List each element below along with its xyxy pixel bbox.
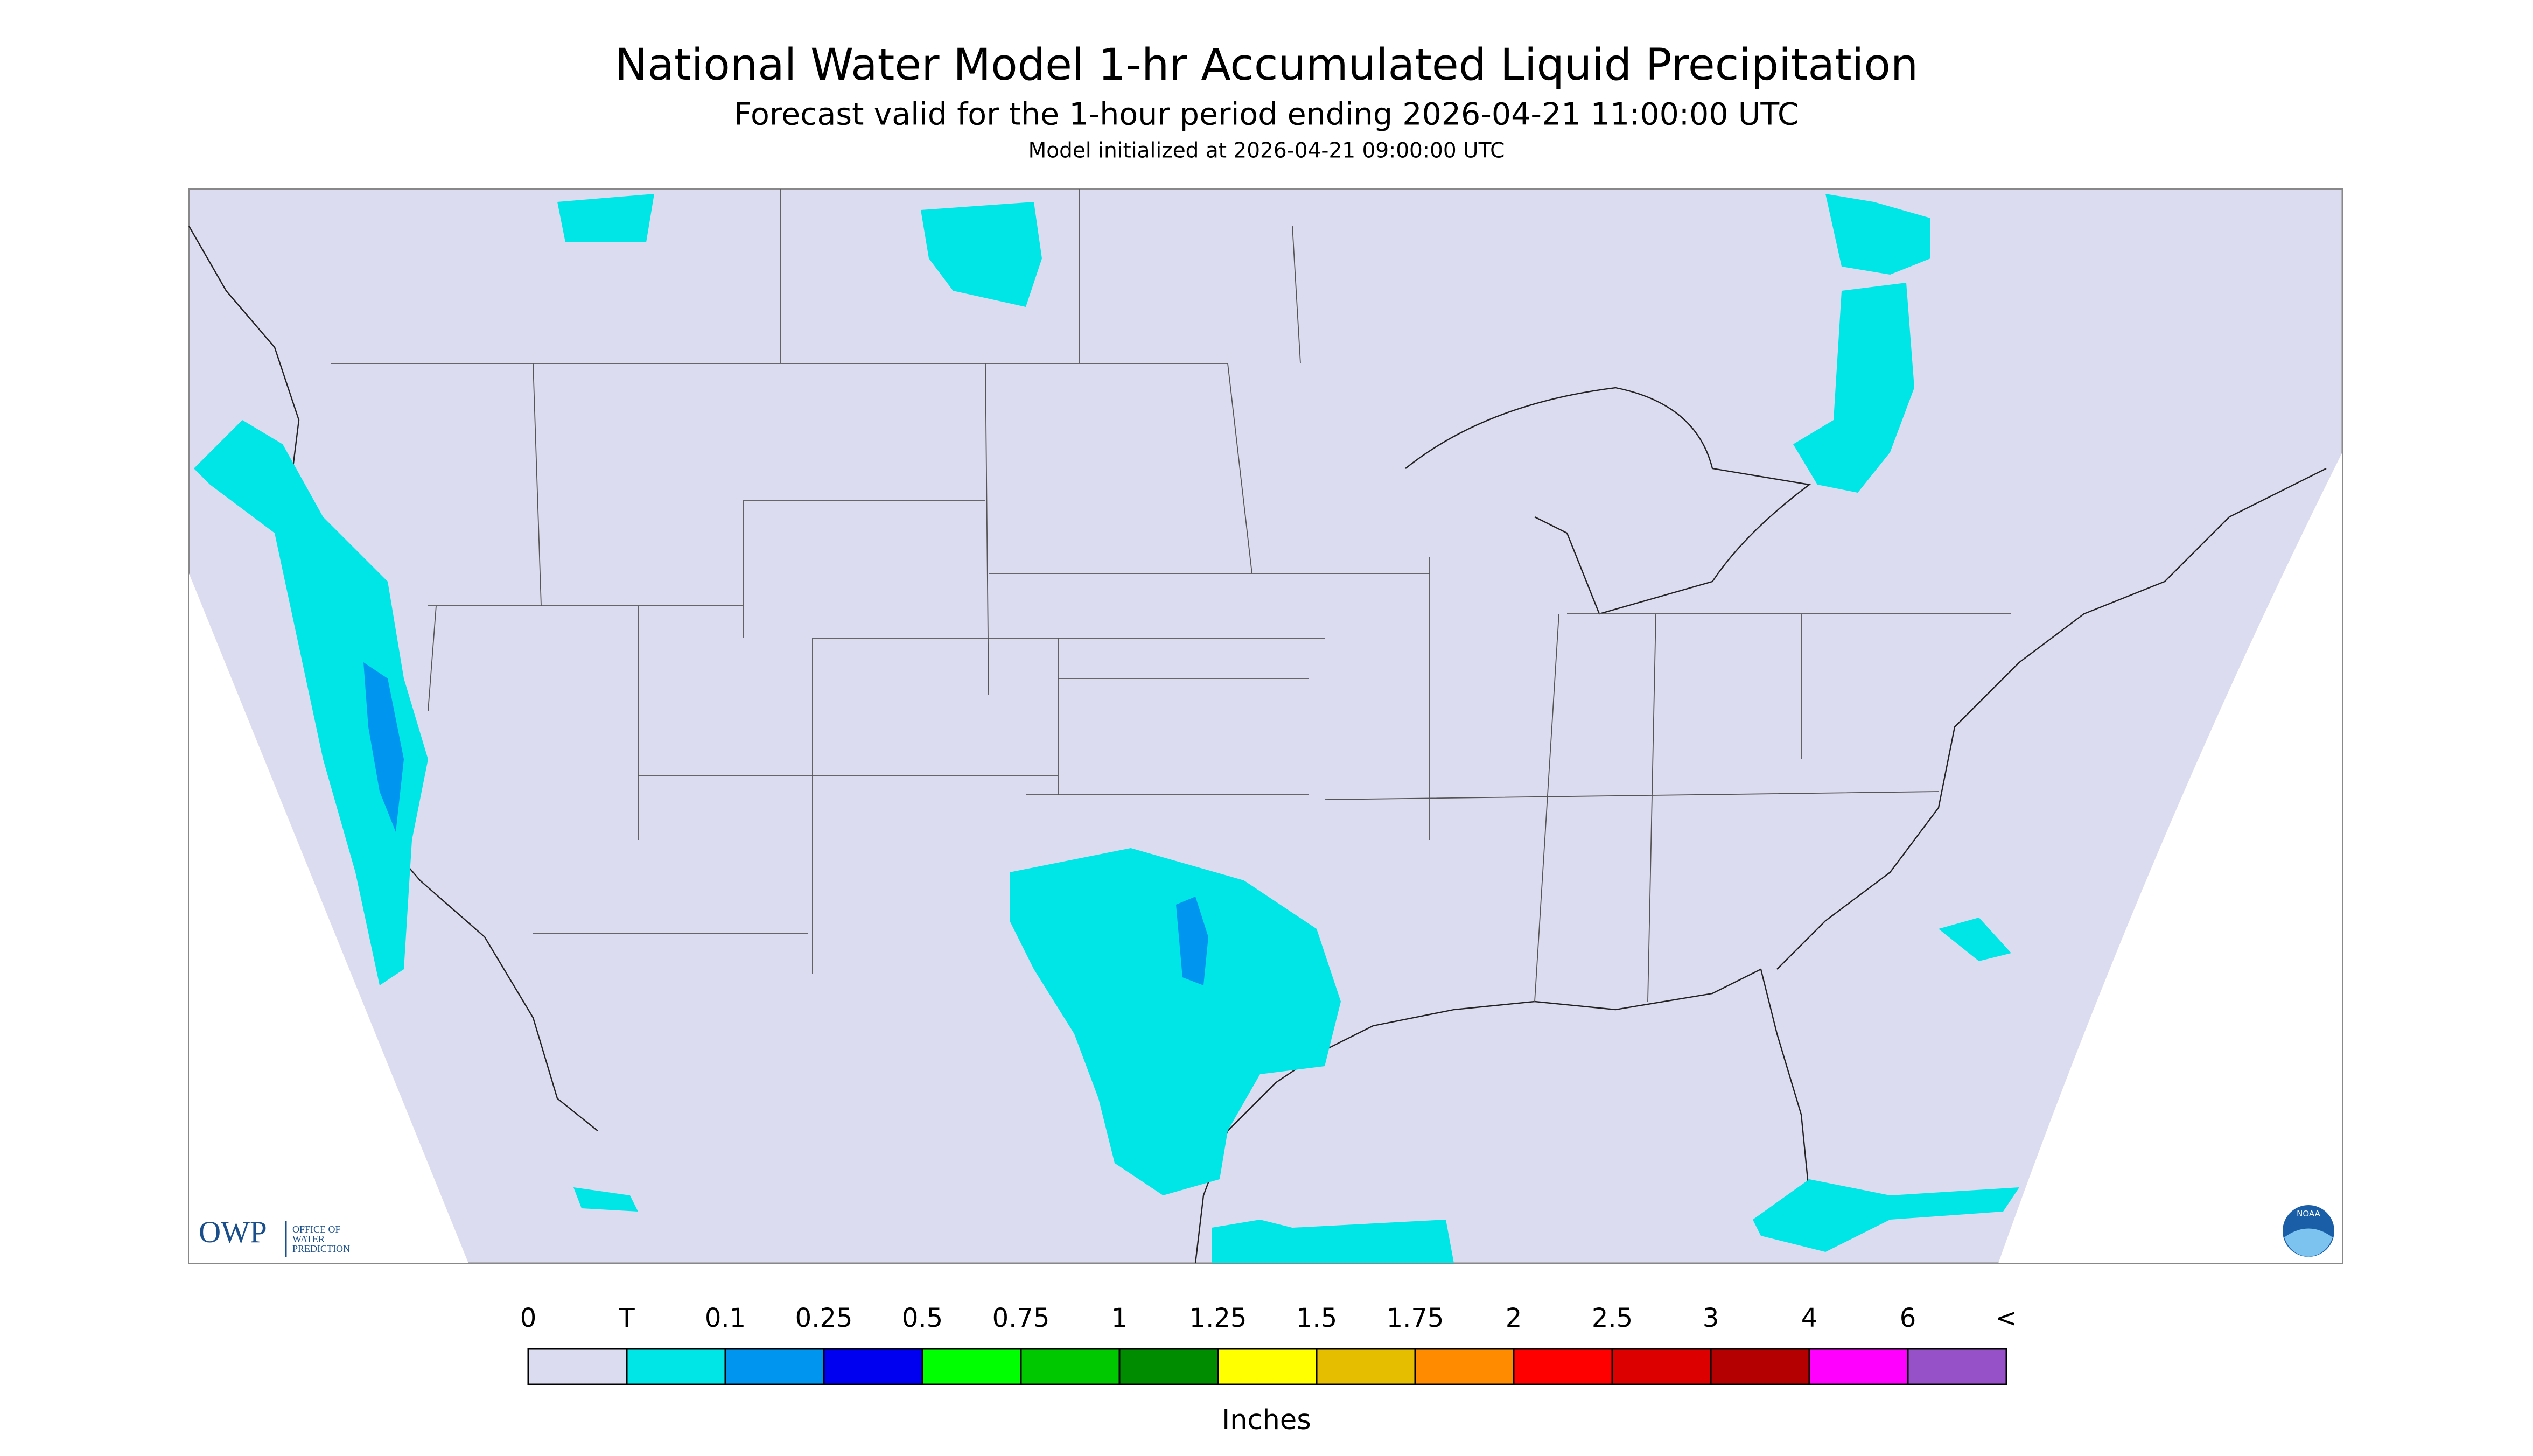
legend-label: 1 xyxy=(1111,1303,1128,1333)
legend-label: 1.75 xyxy=(1387,1303,1444,1333)
legend-label: T xyxy=(618,1303,635,1333)
legend-swatch xyxy=(1710,1348,1810,1385)
projection-edge xyxy=(1998,452,2342,1264)
legend-swatch xyxy=(1020,1348,1121,1385)
legend-label: 2 xyxy=(1506,1303,1522,1333)
subtitle: Forecast valid for the 1-hour period end… xyxy=(734,97,1799,132)
legend-swatch xyxy=(823,1348,923,1385)
owp-logo: OWP OFFICE OF WATER PREDICTION xyxy=(199,1215,350,1257)
legend-label: 0.75 xyxy=(992,1303,1050,1333)
legend-swatch xyxy=(1808,1348,1909,1385)
legend-swatch xyxy=(921,1348,1022,1385)
legend-label: 1.25 xyxy=(1189,1303,1247,1333)
logo-line: OFFICE OF xyxy=(292,1224,341,1235)
legend-label: 3 xyxy=(1703,1303,1719,1333)
legend-label: 2.5 xyxy=(1592,1303,1633,1333)
legend-swatch xyxy=(1513,1348,1613,1385)
logo-abbr: OWP xyxy=(199,1215,267,1249)
title: National Water Model 1-hr Accumulated Li… xyxy=(615,40,1918,90)
logo-line: WATER xyxy=(292,1234,325,1244)
legend-label: 0.25 xyxy=(795,1303,853,1333)
precipitation-areas xyxy=(194,194,2019,1264)
legend-swatch xyxy=(724,1348,825,1385)
map-frame xyxy=(188,188,2343,1264)
legend-swatch xyxy=(1118,1348,1219,1385)
legend-swatch xyxy=(1414,1348,1515,1385)
legend-label: < xyxy=(1996,1303,2017,1333)
map: OWP OFFICE OF WATER PREDICTION NOAA xyxy=(188,188,2343,1264)
legend-swatch xyxy=(1611,1348,1712,1385)
legend-swatch xyxy=(626,1348,726,1385)
legend-swatch xyxy=(1217,1348,1318,1385)
projection-edge xyxy=(189,573,468,1264)
legend-label: 0 xyxy=(520,1303,537,1333)
logo-line: PREDICTION xyxy=(292,1243,350,1254)
legend-swatch xyxy=(527,1348,628,1385)
legend-unit: Inches xyxy=(1222,1404,1311,1436)
color-legend: Inches 0 T 0.1 0.25 0.5 0.75 1 1.25 1.5 1.75 2 2.5 3… xyxy=(520,1303,2017,1436)
legend-label: 0.1 xyxy=(705,1303,746,1333)
legend-label: 4 xyxy=(1801,1303,1818,1333)
badge-text: NOAA xyxy=(2297,1209,2320,1219)
legend-swatch xyxy=(1907,1348,2007,1385)
legend-label: 0.5 xyxy=(902,1303,943,1333)
legend-label: 6 xyxy=(1900,1303,1916,1333)
legend-label: 1.5 xyxy=(1296,1303,1337,1333)
noaa-badge: NOAA xyxy=(2283,1205,2334,1257)
init-time: Model initialized at 2026-04-21 09:00:00… xyxy=(1028,139,1505,163)
legend-swatch xyxy=(1316,1348,1416,1385)
